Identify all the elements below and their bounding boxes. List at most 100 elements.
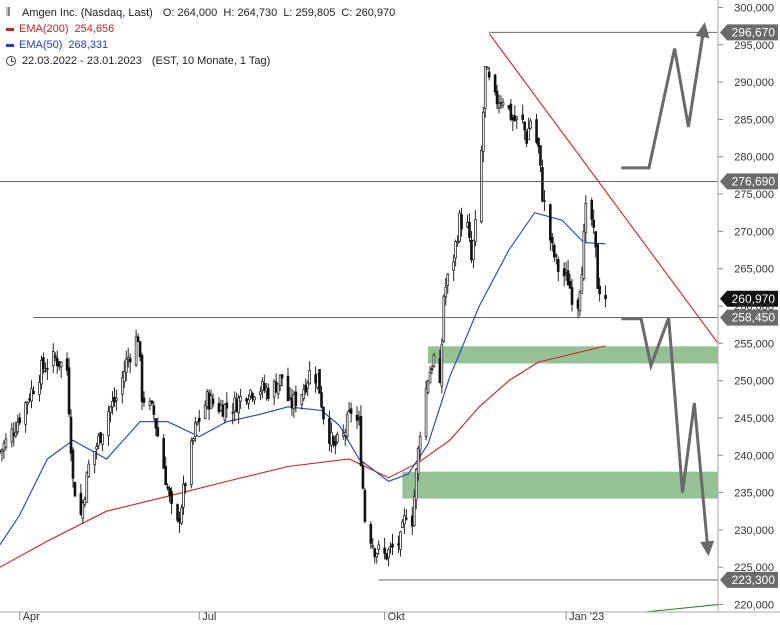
candle-body (170, 491, 173, 505)
y-tick-label: 240,000 (734, 450, 774, 462)
candle-body (162, 438, 166, 469)
candle-body (523, 121, 526, 131)
candle-body (375, 553, 379, 558)
scenario-path (621, 25, 706, 170)
candle-body (30, 388, 33, 402)
candle-body (276, 383, 280, 395)
candle-body (164, 465, 167, 486)
candle-body (300, 394, 304, 405)
candle-body (274, 381, 278, 393)
candlestick-icon: ⫼ (6, 7, 11, 18)
support-zone (428, 346, 718, 364)
candle-body (470, 239, 473, 261)
candle-body (95, 446, 98, 450)
candle-body (69, 416, 73, 454)
candle-body (549, 204, 552, 241)
candle-body (111, 401, 114, 408)
candle-body (101, 434, 104, 445)
candle-body (156, 427, 160, 437)
candle-body (235, 399, 239, 413)
candle-body (219, 404, 223, 411)
candle-body (487, 71, 491, 78)
candle-body (308, 370, 311, 385)
ema50-label: EMA(50) (19, 39, 63, 51)
candle-body (154, 418, 158, 429)
candle-body (126, 357, 130, 360)
candle-body (142, 397, 146, 403)
candle-body (442, 295, 446, 342)
candle-body (334, 441, 337, 446)
candle-body (369, 524, 373, 544)
candle-body (371, 545, 375, 548)
candle-body (42, 357, 45, 370)
candle-body (221, 404, 225, 417)
level-price-label: 276,690 (732, 174, 776, 188)
x-axis: Apr Jul Okt Jan '23 (0, 611, 780, 623)
y-tick-label: 235,000 (734, 488, 774, 500)
legend-instrument-row: ⫼ Amgen Inc. (Nasdaq, Last) O: 264,000 H… (6, 5, 395, 21)
candle-body (539, 145, 542, 166)
candle-body (195, 421, 199, 425)
candle-body (515, 116, 519, 120)
candle-body (474, 219, 477, 242)
candle-body (391, 543, 394, 548)
y-tick-label: 275,000 (734, 189, 774, 201)
candle-body (556, 259, 560, 272)
candle-body (332, 436, 335, 445)
candle-body (345, 414, 349, 438)
period-note: (EST, 10 Monate, 1 Tag) (151, 55, 271, 67)
level-price-tag (720, 24, 778, 41)
candle-body (113, 396, 116, 403)
candle-body (521, 114, 525, 121)
candle-body (44, 370, 47, 372)
candle-body (115, 398, 118, 401)
candle-body (148, 401, 152, 406)
candle-body (456, 241, 459, 244)
candle-body (483, 66, 487, 109)
candle-body (18, 417, 22, 424)
candle-body (122, 371, 126, 383)
candle-body (193, 422, 197, 437)
candle-body (511, 116, 515, 121)
candle-body (578, 291, 582, 312)
candle-body (412, 496, 416, 527)
candle-body (190, 440, 193, 486)
scenario-path (621, 317, 710, 553)
x-tick-label: Apr (23, 611, 40, 623)
candle-body (513, 115, 517, 121)
candle-body (209, 395, 213, 409)
candle-body (192, 438, 195, 441)
candle-body (184, 483, 187, 487)
candle-body (438, 358, 442, 384)
candle-body (197, 417, 201, 422)
candle-body (495, 90, 499, 105)
y-tick-label: 220,000 (734, 600, 774, 612)
candle-body (541, 167, 544, 202)
candle-body (128, 358, 132, 363)
candle-body (509, 103, 513, 120)
y-tick-label: 300,000 (734, 2, 774, 14)
candle-body (501, 101, 505, 106)
candle-body (211, 398, 215, 405)
ema50-swatch (6, 43, 14, 47)
candle-body (237, 397, 240, 414)
candle-body (10, 428, 14, 443)
candle-body (140, 355, 144, 403)
candle-body (231, 412, 235, 414)
candle-body (205, 391, 209, 407)
candle-body (576, 299, 580, 309)
candle-body (584, 203, 588, 233)
candle-body (51, 351, 55, 367)
last-price-label: 260,970 (732, 292, 776, 306)
candle-body (481, 111, 485, 152)
candle-body (99, 432, 102, 443)
candle-body (316, 373, 319, 388)
candle-body (361, 465, 365, 489)
trendlines (488, 33, 719, 613)
candle-body (2, 443, 6, 451)
candle-body (551, 236, 554, 244)
ema50-value: 268,331 (68, 39, 109, 51)
instrument-label: Amgen Inc. (Nasdaq, Last) (22, 7, 153, 19)
candle-body (217, 403, 221, 413)
